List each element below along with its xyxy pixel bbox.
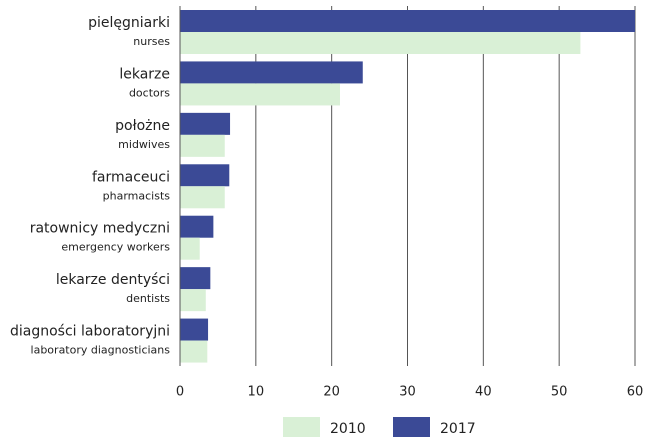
category-subtitle: dentists	[126, 292, 170, 305]
bar	[180, 237, 200, 260]
x-tick-label: 10	[248, 385, 265, 400]
legend-label: 2017	[440, 421, 476, 437]
bar	[180, 267, 211, 290]
category-label: farmaceuci	[92, 169, 170, 185]
bar	[180, 134, 225, 157]
category-label: pielęgniarki	[88, 15, 170, 31]
category-subtitle: laboratory diagnosticians	[31, 344, 171, 357]
legend-label: 2010	[330, 421, 366, 437]
category-label: lekarze dentyści	[56, 272, 170, 288]
bar	[180, 61, 363, 84]
category-subtitle: emergency workers	[61, 241, 170, 254]
category-subtitle: pharmacists	[103, 189, 171, 202]
x-tick-label: 50	[551, 385, 568, 400]
category-label: położne	[115, 118, 170, 134]
legend-swatch	[283, 417, 320, 438]
category-label: diagności laboratoryjni	[10, 324, 170, 340]
bar	[180, 215, 214, 238]
x-tick-label: 60	[627, 385, 644, 400]
bar	[180, 112, 231, 135]
x-tick-label: 40	[475, 385, 492, 400]
legend-swatch	[393, 417, 430, 438]
category-subtitle: nurses	[133, 35, 170, 48]
x-tick-label: 0	[176, 385, 184, 400]
category-subtitle: midwives	[118, 138, 170, 151]
bar	[180, 289, 206, 312]
x-tick-label: 30	[399, 385, 416, 400]
category-label: lekarze	[119, 66, 170, 82]
bar	[180, 10, 635, 32]
category-subtitle: doctors	[129, 86, 170, 99]
category-label: ratownicy medyczni	[30, 221, 170, 237]
bar	[180, 164, 230, 187]
bar	[180, 340, 208, 363]
bar	[180, 186, 225, 209]
x-tick-label: 20	[323, 385, 340, 400]
bar	[180, 83, 341, 106]
bar	[180, 318, 209, 341]
bar	[180, 32, 581, 54]
